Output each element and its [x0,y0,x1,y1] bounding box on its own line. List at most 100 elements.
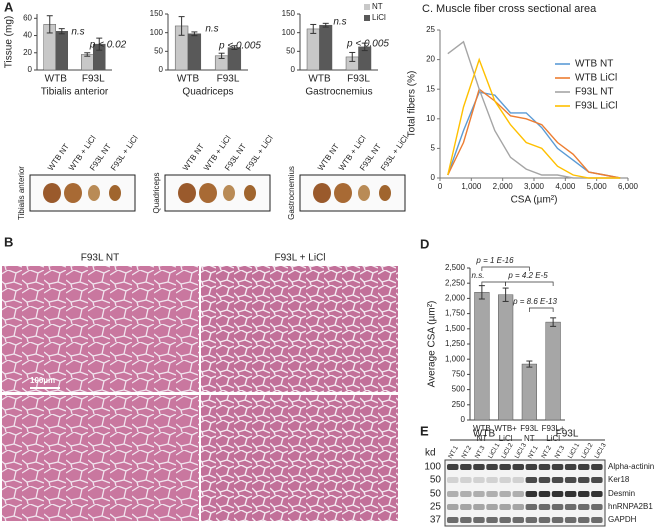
error-bar [502,287,509,302]
y-tick-label: 60 [23,13,32,22]
marker-label: 25 [430,502,442,513]
blot-band [512,504,524,510]
blot-band [512,464,524,470]
blot-band [538,517,551,523]
y-tick-label: 5 [431,144,436,153]
tissue-label: Gastrocnemius [287,166,296,220]
blot-band [512,477,524,483]
y-tick-label: 1,250 [445,339,466,348]
histology-image [2,266,199,392]
bar [498,294,514,421]
blot-band [486,464,498,470]
error-bar [178,16,185,36]
column-title: F93L NT [81,253,120,264]
error-bar [361,42,368,52]
error-bar [96,37,103,51]
error-bar [231,45,238,50]
blot-band [499,504,511,510]
error-bar [310,23,317,34]
blot-band [460,504,472,510]
x-axis-label: Gastrocnemius [305,87,372,98]
x-tick-label: 2,000 [493,182,514,191]
x-tick-label: 0 [438,182,443,191]
y-tick-label: 50 [286,46,295,55]
error-bar [349,51,356,62]
y-tick-label: 0 [291,65,296,74]
blot-band [447,517,459,523]
blot-band [473,464,485,470]
protein-label: GAPDH [608,515,637,524]
blot-band [473,477,485,483]
blot-band [512,491,524,497]
blot-band [486,504,498,510]
blot-band [551,517,564,523]
marker-label: 50 [430,489,442,500]
tissue-label: Tibialis anterior [17,166,26,220]
y-tick-label: 150 [282,9,296,18]
lane-label: F93L + LiCl [109,134,140,173]
tissue-sample [43,183,61,203]
y-tick-label: 0 [159,65,164,74]
histology-image [201,266,398,392]
y-axis-label: Average CSA (µm²) [427,301,438,388]
annotation: n.s. [472,271,485,280]
error-bar [218,52,225,59]
scale-label: 100µm [30,376,55,385]
legend-swatch [364,15,370,21]
error-bar [322,22,329,28]
blot-band [473,491,485,497]
protein-label: Alpha-actinin [608,462,654,471]
x-tick-label: 3,000 [524,182,545,191]
lane-label: LiCl.3 [593,442,608,460]
blot-band [551,464,564,470]
marker-label: 37 [430,515,442,526]
bar [474,292,490,421]
blot-band [460,464,472,470]
annotation: n.s [333,17,346,28]
lane-label: NT.1 [447,444,460,459]
lane-label: F93L + LiCl [379,134,410,173]
blot-band [486,491,498,497]
blot-band [525,477,538,483]
bar [187,33,202,71]
blot-band [551,491,564,497]
blot-band [473,504,485,510]
y-tick-label: 0 [28,65,33,74]
blot-band [499,477,511,483]
annotation: p = 4.2 E-5 [507,271,548,280]
blot-band [564,491,577,497]
error-bar [46,15,53,34]
tissue-sample [379,185,391,201]
blot-band [447,504,459,510]
y-tick-label: 1,000 [445,354,466,363]
legend-label: NT [372,2,383,11]
lane-label: NT.3 [474,444,487,459]
error-bar [191,31,198,37]
series-line [447,57,621,179]
lane-label: NT.3 [554,444,567,459]
blot-band [538,491,551,497]
lane-label: LiCl.3 [514,442,529,460]
tissue-sample [178,183,196,203]
legend-label: F93L NT [575,87,614,98]
y-tick-label: 25 [426,25,435,34]
lane-label: NT.2 [460,444,473,459]
x-tick-label: WTB [473,424,491,433]
x-tick-label: F93L [347,74,370,85]
x-tick-label: WTB [308,74,331,85]
blot-band [564,517,577,523]
blot-band [564,477,577,483]
histology-image [2,395,199,521]
annotation: p < 0.005 [218,41,261,52]
blot-band [525,517,538,523]
blot-band [551,504,564,510]
blot-band [473,517,485,523]
tissue-sample [199,183,217,203]
panel-label: E [420,423,429,438]
lane-label: LiCl.2 [580,442,595,460]
blot-band [591,464,603,470]
blot-band [460,491,472,497]
error-bar [58,28,65,35]
y-tick-label: 40 [23,31,32,40]
blot-band [578,491,590,497]
